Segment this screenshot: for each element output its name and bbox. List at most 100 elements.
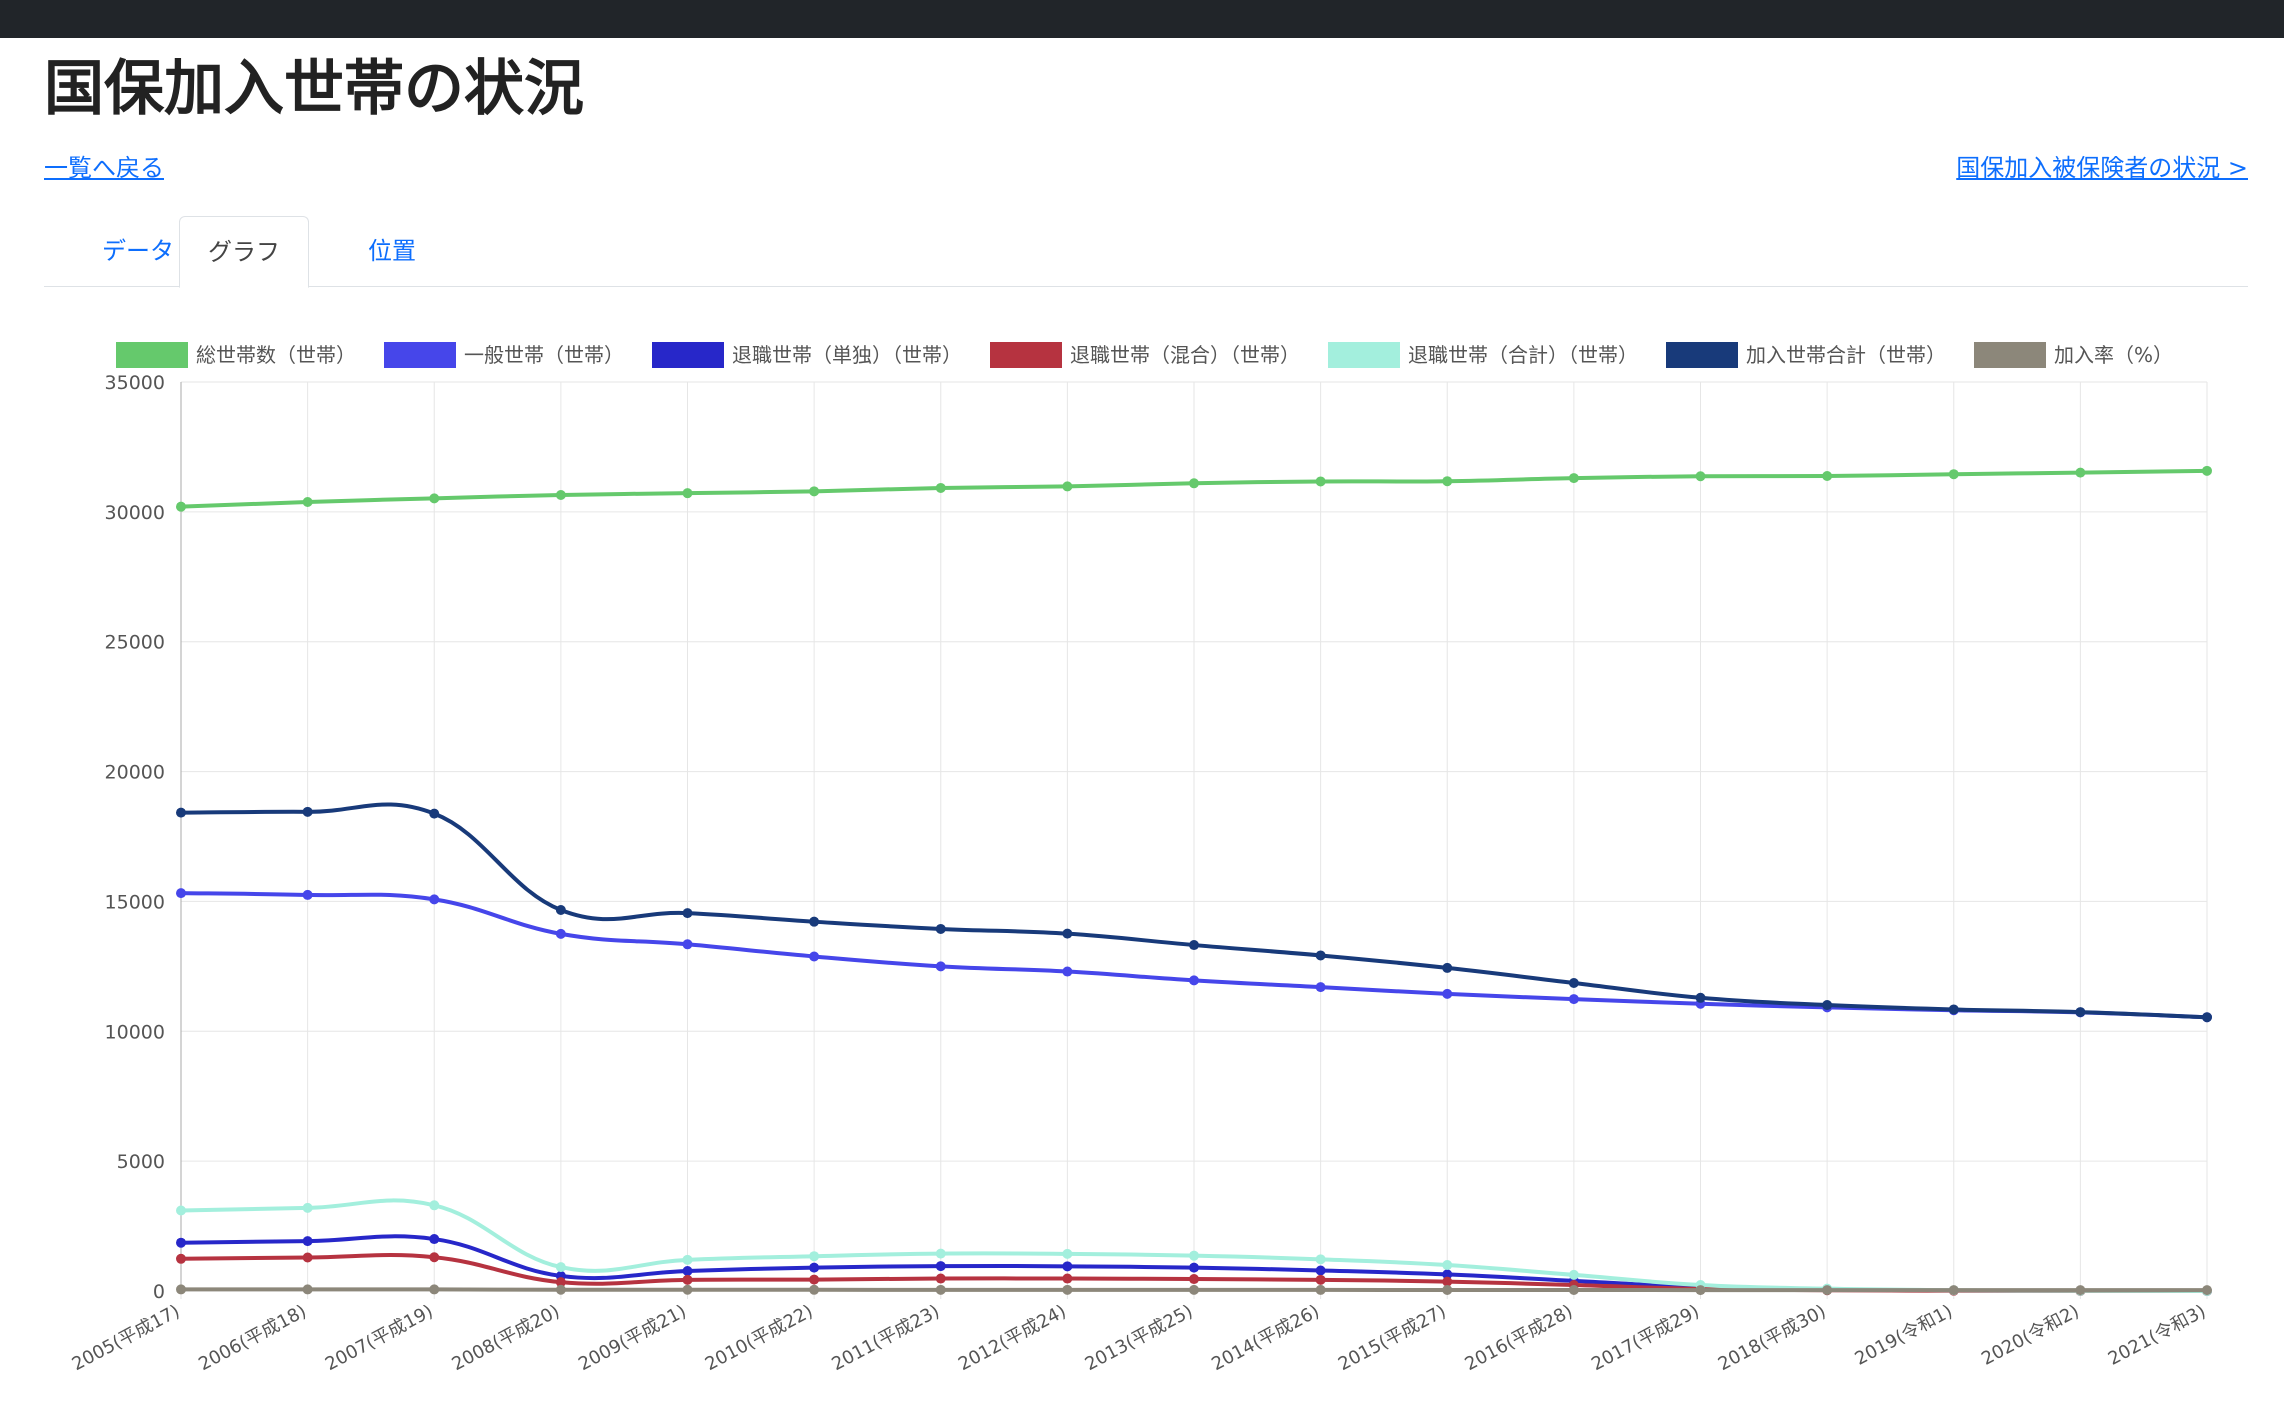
data-point bbox=[302, 1236, 313, 1247]
data-point bbox=[935, 961, 946, 972]
data-point bbox=[935, 1273, 946, 1284]
legend-label: 退職世帯（混合）（世帯） bbox=[1070, 343, 1300, 367]
data-point bbox=[429, 1234, 440, 1245]
data-point bbox=[429, 808, 440, 819]
data-point bbox=[176, 501, 186, 512]
data-point bbox=[2202, 465, 2212, 476]
data-point bbox=[1189, 1284, 1199, 1295]
legend-swatch bbox=[116, 342, 188, 368]
data-point bbox=[1948, 469, 1959, 480]
y-tick-label: 0 bbox=[153, 1281, 165, 1303]
data-point bbox=[2202, 1012, 2212, 1023]
data-point bbox=[176, 1284, 186, 1295]
data-point bbox=[1948, 1285, 1959, 1296]
data-point bbox=[1062, 1261, 1073, 1272]
legend-label: 一般世帯（世帯） bbox=[464, 343, 624, 367]
data-point bbox=[1315, 1274, 1326, 1285]
data-point bbox=[1822, 1000, 1833, 1011]
data-point bbox=[429, 493, 440, 504]
data-point bbox=[1442, 962, 1453, 973]
data-point bbox=[935, 1284, 946, 1295]
legend-swatch bbox=[1666, 342, 1738, 368]
data-point bbox=[682, 908, 693, 919]
data-point bbox=[682, 488, 693, 499]
legend-swatch bbox=[384, 342, 456, 368]
data-point bbox=[1695, 1285, 1706, 1296]
y-tick-label: 30000 bbox=[105, 502, 165, 524]
legend-label: 退職世帯（単独）（世帯） bbox=[732, 343, 962, 367]
data-point bbox=[1315, 476, 1326, 487]
data-point bbox=[1062, 1284, 1073, 1295]
data-point bbox=[1189, 478, 1199, 489]
x-tick-label: 2009(平成21) bbox=[575, 1301, 690, 1375]
data-point bbox=[302, 1284, 313, 1295]
data-point bbox=[555, 1284, 566, 1295]
data-point bbox=[302, 889, 313, 900]
data-point bbox=[1442, 1284, 1453, 1295]
data-point bbox=[302, 806, 313, 817]
nav-bar bbox=[0, 0, 2284, 38]
next-link[interactable]: 国保加入被保険者の状況 > bbox=[1956, 154, 2248, 182]
data-point bbox=[809, 1284, 820, 1295]
data-point bbox=[555, 904, 566, 915]
data-point bbox=[302, 496, 313, 507]
data-point bbox=[809, 951, 820, 962]
x-tick-label: 2006(平成18) bbox=[195, 1301, 310, 1375]
x-tick-label: 2015(平成27) bbox=[1335, 1301, 1450, 1375]
data-point bbox=[176, 1205, 186, 1216]
data-point bbox=[1189, 1274, 1199, 1285]
x-tick-label: 2014(平成26) bbox=[1208, 1301, 1323, 1375]
data-point bbox=[682, 1274, 693, 1285]
y-tick-label: 35000 bbox=[105, 372, 165, 394]
data-point bbox=[555, 928, 566, 939]
data-point bbox=[555, 1277, 566, 1288]
data-point bbox=[1189, 975, 1199, 986]
data-point bbox=[302, 1202, 313, 1213]
data-point bbox=[1568, 1285, 1579, 1296]
data-point bbox=[1568, 473, 1579, 484]
y-tick-label: 5000 bbox=[117, 1151, 165, 1173]
data-point bbox=[682, 1254, 693, 1265]
data-point bbox=[176, 1253, 186, 1264]
data-point bbox=[682, 939, 693, 950]
data-point bbox=[1442, 988, 1453, 999]
data-point bbox=[1695, 992, 1706, 1003]
x-tick-label: 2018(平成30) bbox=[1715, 1301, 1830, 1375]
y-tick-label: 20000 bbox=[105, 762, 165, 784]
data-point bbox=[555, 489, 566, 500]
data-point bbox=[1948, 1004, 1959, 1015]
tab[interactable]: 位置 bbox=[368, 237, 416, 265]
data-point bbox=[429, 894, 440, 905]
data-point bbox=[2202, 1285, 2212, 1296]
data-point bbox=[2075, 1285, 2086, 1296]
x-tick-label: 2012(平成24) bbox=[955, 1301, 1070, 1375]
legend-swatch bbox=[990, 342, 1062, 368]
x-tick-label: 2016(平成28) bbox=[1461, 1301, 1576, 1375]
data-point bbox=[1315, 1284, 1326, 1295]
data-point bbox=[682, 1284, 693, 1295]
tab[interactable]: グラフ bbox=[179, 216, 309, 288]
legend-label: 加入世帯合計（世帯） bbox=[1746, 343, 1946, 367]
legend-label: 退職世帯（合計）（世帯） bbox=[1408, 343, 1638, 367]
legend-label: 加入率（%） bbox=[2054, 343, 2173, 367]
legend-swatch bbox=[652, 342, 724, 368]
data-point bbox=[1568, 994, 1579, 1005]
data-point bbox=[1315, 1254, 1326, 1265]
x-tick-label: 2011(平成23) bbox=[828, 1301, 943, 1375]
data-point bbox=[1189, 940, 1199, 951]
data-point bbox=[935, 1261, 946, 1272]
x-tick-label: 2013(平成25) bbox=[1082, 1301, 1197, 1375]
data-point bbox=[2075, 1007, 2086, 1018]
data-point bbox=[1568, 1269, 1579, 1280]
data-point bbox=[809, 1274, 820, 1285]
data-point bbox=[1315, 1265, 1326, 1276]
data-point bbox=[1822, 1285, 1833, 1296]
tab[interactable]: データ bbox=[102, 237, 174, 265]
legend-swatch bbox=[1974, 342, 2046, 368]
data-point bbox=[1189, 1250, 1199, 1261]
x-tick-label: 2007(平成19) bbox=[322, 1301, 437, 1375]
data-point bbox=[1442, 476, 1453, 487]
back-link[interactable]: 一覧へ戻る bbox=[44, 154, 164, 182]
data-point bbox=[682, 1266, 693, 1277]
